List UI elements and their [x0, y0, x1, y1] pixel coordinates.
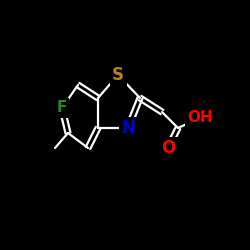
Text: O: O [161, 139, 175, 157]
Text: OH: OH [187, 110, 213, 126]
Text: S: S [112, 66, 124, 84]
Text: N: N [121, 119, 135, 137]
Text: F: F [57, 100, 67, 116]
